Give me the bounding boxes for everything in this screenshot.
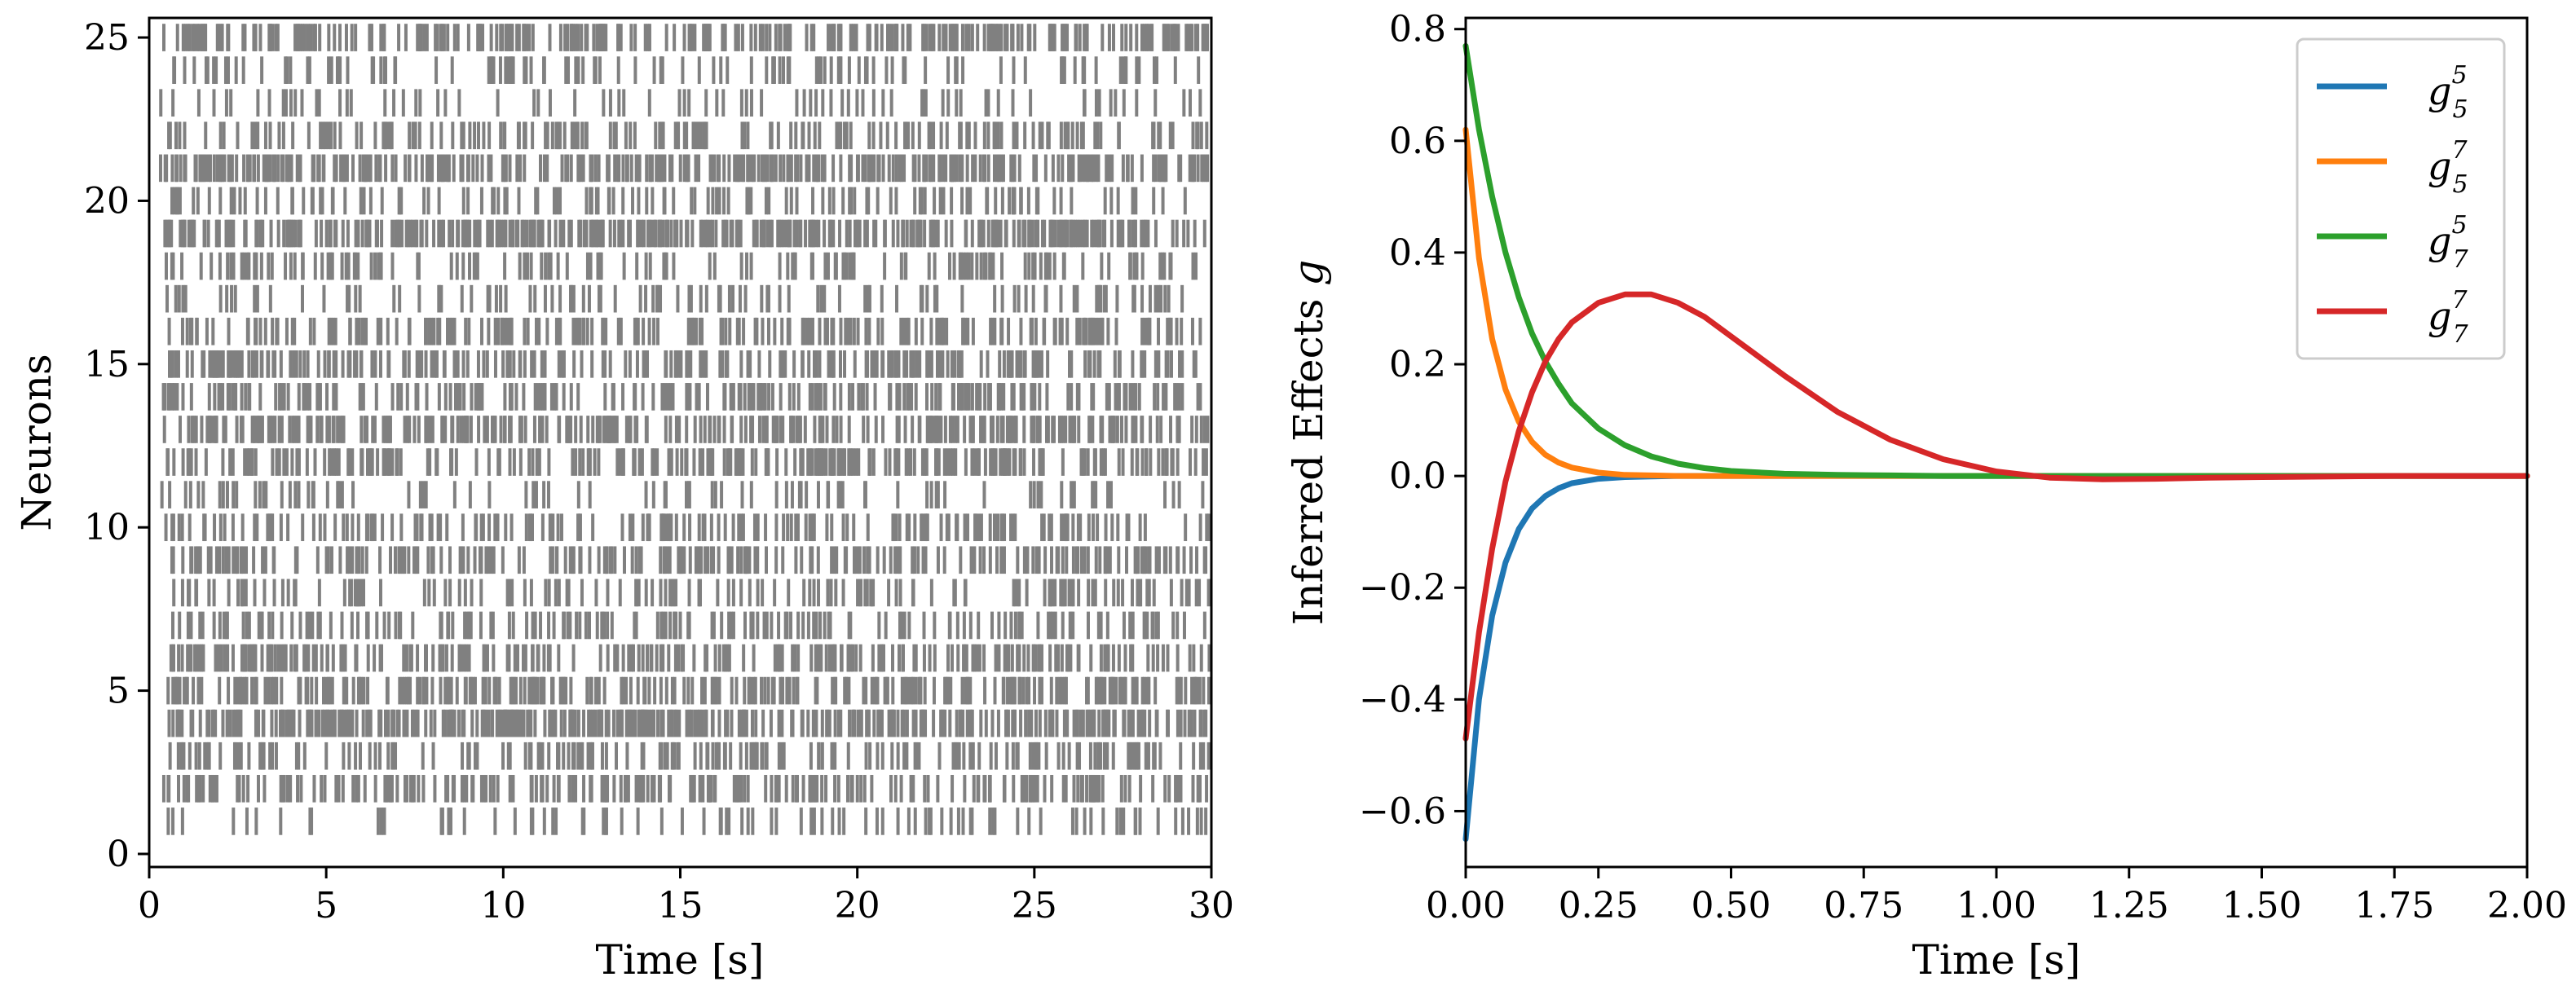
raster-x-ticks: 0 5 10 15 20 25 30 xyxy=(138,867,1234,926)
raster-x-tick-label: 0 xyxy=(138,885,161,926)
raster-x-tick-label: 5 xyxy=(315,885,337,926)
raster-spikes xyxy=(158,24,1211,835)
